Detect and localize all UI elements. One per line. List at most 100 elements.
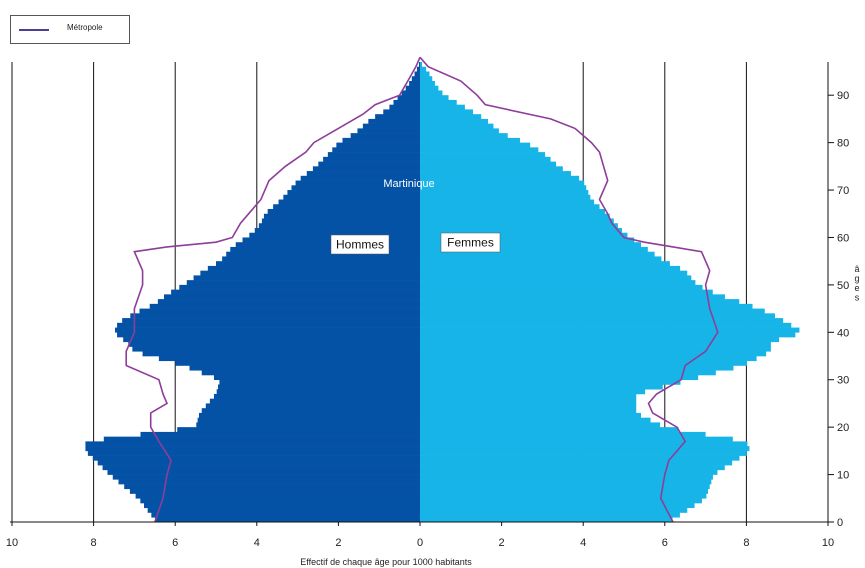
bar-women-age-54: [420, 261, 670, 266]
bar-men-age-96: [419, 62, 420, 67]
bar-men-age-20: [196, 422, 420, 427]
bar-women-age-3: [420, 503, 695, 508]
bar-men-age-47: [164, 294, 420, 299]
bar-men-age-86: [383, 109, 420, 114]
bar-women-age-39: [420, 332, 795, 337]
y-axis-title-char: e: [854, 283, 859, 293]
y-tick-label: 70: [837, 185, 849, 197]
bar-men-age-67: [279, 200, 420, 205]
bar-women-age-40: [420, 328, 799, 333]
bar-women-age-18: [420, 432, 706, 437]
bar-women-age-46: [420, 299, 739, 304]
bar-men-age-11: [103, 465, 420, 470]
y-axis-title-char: â: [854, 264, 859, 274]
bar-women-age-85: [420, 114, 481, 119]
bar-women-age-88: [420, 100, 457, 105]
bar-men-age-18: [141, 432, 420, 437]
bar-women-age-70: [420, 185, 586, 190]
bar-men-age-26: [214, 394, 420, 399]
bar-women-age-6: [420, 489, 708, 494]
bar-women-age-56: [420, 252, 655, 257]
bar-men-age-24: [206, 403, 420, 408]
y-tick-label: 60: [837, 232, 849, 244]
bar-women-age-74: [420, 166, 563, 171]
bar-women-age-15: [420, 446, 749, 451]
bar-women-age-47: [420, 294, 725, 299]
bar-women-age-81: [420, 133, 508, 138]
bar-women-age-83: [420, 124, 493, 129]
bar-men-age-3: [144, 503, 420, 508]
bar-men-age-56: [226, 252, 420, 257]
bar-men-age-78: [332, 147, 420, 152]
bar-men-age-57: [230, 247, 420, 252]
bar-men-age-66: [273, 204, 420, 209]
bar-men-age-80: [342, 138, 420, 143]
bar-men-age-79: [336, 143, 420, 148]
bar-women-age-38: [420, 337, 779, 342]
bar-men-age-55: [222, 256, 420, 261]
x-tick-label: 8: [743, 537, 749, 549]
bar-women-age-53: [420, 266, 680, 271]
bar-men-age-54: [216, 261, 420, 266]
bar-women-age-29: [420, 380, 680, 385]
bar-men-age-22: [199, 413, 420, 418]
bar-women-age-52: [420, 271, 687, 276]
y-axis-title-char: s: [855, 293, 860, 303]
bar-men-age-10: [107, 470, 420, 475]
bar-women-age-9: [420, 475, 713, 480]
bar-women-age-36: [420, 347, 771, 352]
bar-women-age-43: [420, 313, 775, 318]
y-tick-label: 20: [837, 422, 849, 434]
bar-women-age-76: [420, 157, 551, 162]
bar-women-age-92: [420, 81, 435, 86]
bar-men-age-89: [398, 95, 420, 100]
bar-women-age-84: [420, 119, 488, 124]
bar-women-age-30: [420, 375, 698, 380]
bar-women-age-71: [420, 181, 584, 186]
bar-men-age-92: [409, 81, 420, 86]
bar-women-age-44: [420, 309, 765, 314]
bar-men-age-36: [132, 347, 420, 352]
bar-women-age-55: [420, 256, 661, 261]
bar-women-age-87: [420, 105, 465, 110]
bar-men-age-38: [123, 337, 420, 342]
y-tick-label: 0: [837, 517, 843, 529]
bar-women-age-41: [420, 323, 791, 328]
bar-women-age-96: [420, 62, 422, 67]
bar-women-age-95: [420, 67, 426, 72]
bar-men-age-82: [357, 128, 420, 133]
bar-men-age-77: [328, 152, 420, 157]
bar-men-age-6: [130, 489, 420, 494]
bar-women-age-8: [420, 479, 711, 484]
bar-women-age-34: [420, 356, 757, 361]
bar-men-age-21: [198, 418, 420, 423]
bar-men-age-32: [189, 366, 420, 371]
bar-women-age-16: [420, 441, 747, 446]
bar-men-age-46: [158, 299, 420, 304]
bar-men-age-43: [130, 313, 420, 318]
bar-women-age-73: [420, 171, 571, 176]
bar-women-age-45: [420, 304, 753, 309]
bar-women-age-80: [420, 138, 520, 143]
bar-men-age-84: [368, 119, 420, 124]
bar-women-age-12: [420, 460, 732, 465]
bar-women-age-82: [420, 128, 499, 133]
bar-men-age-50: [187, 280, 420, 285]
bar-women-age-78: [420, 147, 538, 152]
x-tick-label: 8: [91, 537, 97, 549]
bar-men-age-41: [117, 323, 420, 328]
bar-women-age-64: [420, 214, 610, 219]
bar-men-age-62: [259, 223, 420, 228]
x-axis-title: Effectif de chaque âge pour 1000 habitan…: [300, 557, 472, 567]
bar-men-age-12: [98, 460, 420, 465]
bar-women-age-2: [420, 508, 687, 513]
x-tick-label: 6: [172, 537, 178, 549]
bar-women-age-1: [420, 513, 680, 518]
bar-men-age-27: [217, 389, 420, 394]
bar-women-age-50: [420, 280, 695, 285]
bar-women-age-77: [420, 152, 545, 157]
bar-men-age-13: [93, 456, 420, 461]
bar-women-age-14: [420, 451, 747, 456]
bar-men-age-83: [363, 124, 420, 129]
